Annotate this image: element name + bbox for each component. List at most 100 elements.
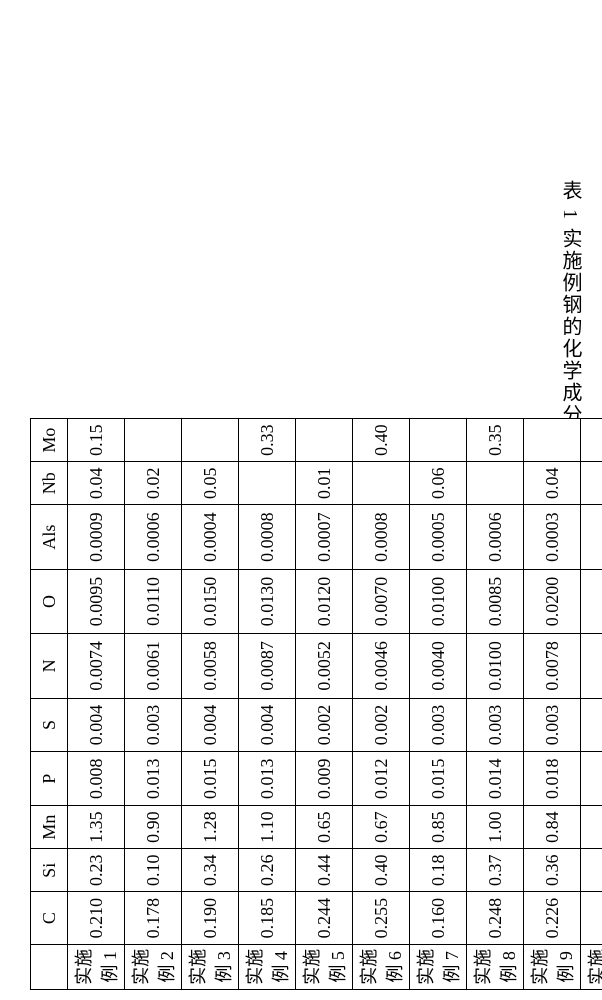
cell-Mo: 0.25 [581, 419, 602, 462]
row-label: 实施例 3 [182, 944, 239, 989]
row-label: 实施例 9 [524, 944, 581, 989]
cell-N: 0.0061 [125, 634, 182, 698]
cell-O: 0.0070 [353, 569, 410, 633]
row-label: 实施例 10 [581, 944, 602, 989]
col-header-label [31, 944, 68, 989]
table-row: 实施例 30.1900.341.280.0150.0040.00580.0150… [182, 419, 239, 990]
cell-P: 0.015 [410, 752, 467, 806]
cell-C: 0.178 [125, 892, 182, 944]
cell-Als: 0.0008 [353, 505, 410, 569]
cell-S: 0.002 [296, 698, 353, 752]
cell-Mn: 1.10 [239, 806, 296, 849]
cell-Als: 0.0004 [581, 505, 602, 569]
cell-O: 0.0150 [182, 569, 239, 633]
cell-Als: 0.0007 [296, 505, 353, 569]
cell-Mo: 0.15 [68, 419, 125, 462]
cell-P: 0.015 [182, 752, 239, 806]
col-header-Mn: Mn [31, 806, 68, 849]
cell-Als: 0.0003 [524, 505, 581, 569]
cell-Mn: 1.28 [182, 806, 239, 849]
col-header-Si: Si [31, 849, 68, 892]
cell-Nb: 0.06 [410, 462, 467, 505]
cell-Si: 0.18 [410, 849, 467, 892]
cell-S: 0.003 [410, 698, 467, 752]
cell-Mn: 0.84 [524, 806, 581, 849]
table-row: 实施例 90.2260.360.840.0180.0030.00780.0200… [524, 419, 581, 990]
cell-Als: 0.0004 [182, 505, 239, 569]
cell-Nb [353, 462, 410, 505]
table-header-row: C Si Mn P S N O Als Nb Mo [31, 419, 68, 990]
cell-Mn: 0.90 [125, 806, 182, 849]
cell-N: 0.0040 [410, 634, 467, 698]
cell-N: 0.0052 [296, 634, 353, 698]
cell-Als: 0.0008 [239, 505, 296, 569]
cell-S: 0.004 [239, 698, 296, 752]
cell-S: 0.002 [353, 698, 410, 752]
table-row: 实施例 10.2100.231.350.0080.0040.00740.0095… [68, 419, 125, 990]
table-row: 实施例 20.1780.100.900.0130.0030.00610.0110… [125, 419, 182, 990]
col-header-O: O [31, 569, 68, 633]
cell-Mo [296, 419, 353, 462]
col-header-Nb: Nb [31, 462, 68, 505]
cell-C: 0.260 [581, 892, 602, 944]
cell-O: 0.0130 [239, 569, 296, 633]
cell-N: 0.0058 [182, 634, 239, 698]
cell-O: 0.0200 [524, 569, 581, 633]
cell-Nb: 0.05 [182, 462, 239, 505]
row-label: 实施例 4 [239, 944, 296, 989]
cell-Si: 0.37 [467, 849, 524, 892]
cell-C: 0.226 [524, 892, 581, 944]
cell-Nb [467, 462, 524, 505]
cell-Si: 0.44 [296, 849, 353, 892]
cell-Si: 0.10 [125, 849, 182, 892]
cell-Mo: 0.35 [467, 419, 524, 462]
cell-Nb: 0.05 [581, 462, 602, 505]
cell-Nb [239, 462, 296, 505]
row-label: 实施例 8 [467, 944, 524, 989]
cell-C: 0.248 [467, 892, 524, 944]
cell-Si: 0.43 [581, 849, 602, 892]
cell-N: 0.0074 [68, 634, 125, 698]
cell-S: 0.004 [182, 698, 239, 752]
cell-Mo: 0.40 [353, 419, 410, 462]
composition-table: C Si Mn P S N O Als Nb Mo 实施例 10.2100.23… [30, 418, 602, 990]
cell-Mo [125, 419, 182, 462]
cell-C: 0.210 [68, 892, 125, 944]
table-body: 实施例 10.2100.231.350.0080.0040.00740.0095… [68, 419, 602, 990]
cell-O: 0.0120 [296, 569, 353, 633]
cell-N: 0.0078 [524, 634, 581, 698]
cell-Mn: 1.35 [68, 806, 125, 849]
cell-C: 0.255 [353, 892, 410, 944]
row-label: 实施例 7 [410, 944, 467, 989]
cell-Nb: 0.04 [524, 462, 581, 505]
cell-O: 0.0095 [68, 569, 125, 633]
cell-C: 0.190 [182, 892, 239, 944]
cell-Si: 0.23 [68, 849, 125, 892]
cell-Mn: 0.85 [410, 806, 467, 849]
cell-Mo [524, 419, 581, 462]
cell-C: 0.185 [239, 892, 296, 944]
cell-P: 0.014 [467, 752, 524, 806]
cell-P: 0.013 [125, 752, 182, 806]
table-row: 实施例 100.2600.430.400.0200.0010.00550.012… [581, 419, 602, 990]
cell-O: 0.0100 [410, 569, 467, 633]
cell-Als: 0.0006 [125, 505, 182, 569]
cell-Si: 0.40 [353, 849, 410, 892]
cell-S: 0.001 [581, 698, 602, 752]
cell-Als: 0.0009 [68, 505, 125, 569]
cell-Als: 0.0005 [410, 505, 467, 569]
cell-N: 0.0046 [353, 634, 410, 698]
cell-O: 0.0125 [581, 569, 602, 633]
col-header-Als: Als [31, 505, 68, 569]
cell-Mo [410, 419, 467, 462]
table-row: 实施例 70.1600.180.850.0150.0030.00400.0100… [410, 419, 467, 990]
cell-S: 0.003 [125, 698, 182, 752]
cell-N: 0.0100 [467, 634, 524, 698]
cell-S: 0.004 [68, 698, 125, 752]
col-header-N: N [31, 634, 68, 698]
cell-O: 0.0110 [125, 569, 182, 633]
table-row: 实施例 50.2440.440.650.0090.0020.00520.0120… [296, 419, 353, 990]
cell-N: 0.0087 [239, 634, 296, 698]
cell-C: 0.244 [296, 892, 353, 944]
cell-P: 0.009 [296, 752, 353, 806]
